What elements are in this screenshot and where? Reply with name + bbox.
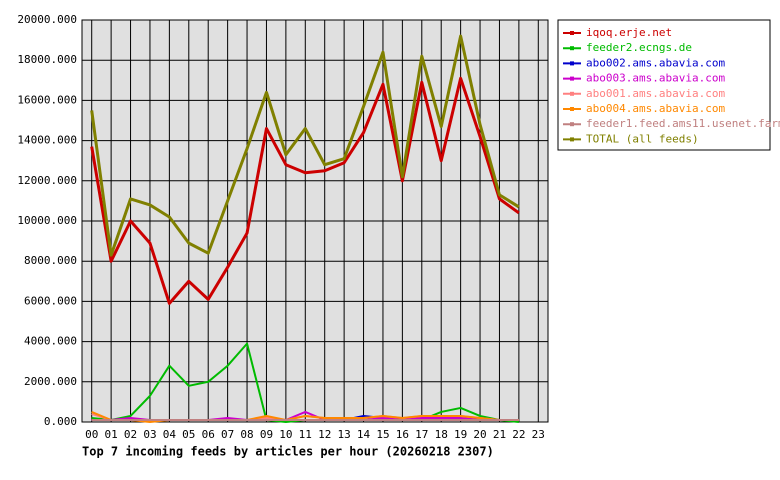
x-tick-label: 20 [473, 428, 486, 441]
y-tick-label: 14000.000 [17, 134, 77, 147]
y-tick-label: 8000.000 [24, 254, 77, 267]
x-tick-label: 00 [85, 428, 98, 441]
legend-marker [570, 137, 574, 142]
series-line [90, 76, 520, 305]
x-tick-label: 11 [299, 428, 312, 441]
legend-label: abo003.ams.abavia.com [586, 72, 725, 85]
legend-marker [570, 46, 574, 51]
y-tick-label: 10000.000 [17, 214, 77, 227]
x-tick-label: 19 [454, 428, 467, 441]
x-tick-label: 08 [240, 428, 253, 441]
x-tick-label: 01 [105, 428, 118, 441]
legend-marker [570, 61, 574, 66]
legend-label: feeder1.feed.ams11.usenet.farm [586, 117, 780, 130]
legend-label: abo002.ams.abavia.com [586, 56, 725, 69]
legend-marker [570, 91, 574, 96]
x-tick-label: 12 [318, 428, 331, 441]
y-tick-label: 0.000 [44, 415, 77, 428]
y-tick-label: 6000.000 [24, 294, 77, 307]
legend-label: feeder2.ecngs.de [586, 41, 692, 54]
x-tick-label: 03 [143, 428, 156, 441]
x-tick-label: 04 [163, 428, 177, 441]
legend-marker [570, 76, 574, 81]
x-tick-label: 07 [221, 428, 234, 441]
x-tick-label: 23 [532, 428, 545, 441]
x-tick-label: 18 [435, 428, 448, 441]
legend [557, 19, 771, 151]
legend-label: iqoq.erje.net [586, 26, 672, 39]
legend-label: abo004.ams.abavia.com [586, 102, 725, 115]
legend-marker [570, 122, 574, 127]
x-tick-label: 22 [512, 428, 525, 441]
legend-label: abo001.ams.abavia.com [586, 87, 725, 100]
x-tick-label: 06 [202, 428, 215, 441]
y-tick-label: 2000.000 [24, 375, 77, 388]
x-axis-label: Top 7 incoming feeds by articles per hou… [82, 445, 494, 459]
x-tick-label: 21 [493, 428, 506, 441]
x-tick-label: 02 [124, 428, 137, 441]
legend-label: TOTAL (all feeds) [586, 132, 699, 145]
y-tick-label: 12000.000 [17, 174, 77, 187]
x-tick-label: 17 [415, 428, 428, 441]
x-tick-label: 09 [260, 428, 273, 441]
x-tick-label: 15 [376, 428, 389, 441]
legend-marker [570, 107, 574, 111]
legend-marker [570, 31, 574, 35]
y-tick-label: 4000.000 [24, 335, 77, 348]
x-tick-label: 16 [396, 428, 409, 441]
series-line [90, 34, 520, 257]
y-tick-label: 20000.000 [17, 13, 77, 26]
x-tick-label: 13 [338, 428, 351, 441]
x-tick-label: 14 [357, 428, 371, 441]
y-tick-label: 16000.000 [17, 93, 77, 106]
x-tick-label: 05 [182, 428, 195, 441]
y-tick-label: 18000.000 [17, 53, 77, 66]
x-tick-label: 10 [279, 428, 292, 441]
